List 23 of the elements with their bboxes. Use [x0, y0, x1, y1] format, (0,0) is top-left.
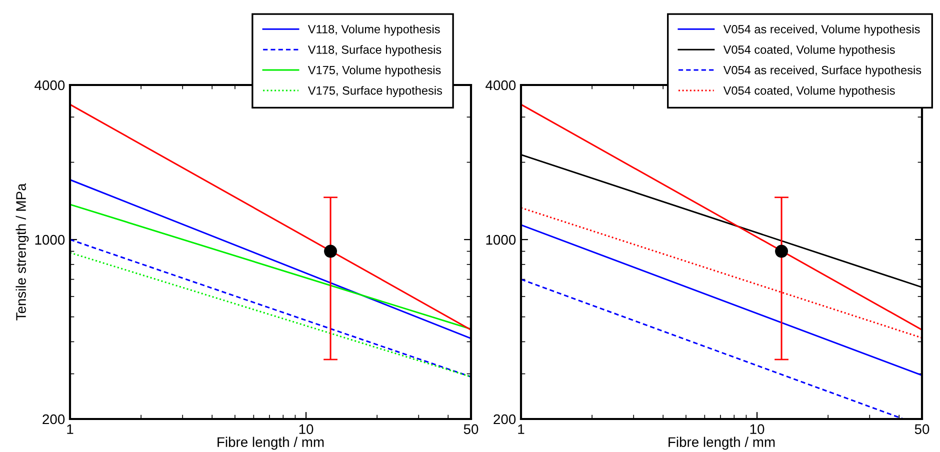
legend-label: V175, Volume hypothesis: [308, 66, 441, 77]
y-tick-label: 4000: [486, 80, 516, 90]
x-tick-label: 10: [299, 424, 314, 434]
legend-label: V054 as received, Surface hypothesis: [723, 66, 922, 77]
legend-label: V054 as received, Volume hypothesis: [723, 24, 920, 36]
y-tick-label: 200: [42, 414, 65, 424]
x-axis-title: Fibre length / mm: [218, 436, 324, 450]
y-tick-label: 200: [494, 414, 516, 424]
legend-label: V054 coated, Volume hypothesis: [723, 86, 895, 98]
x-tick-label: 1: [518, 424, 524, 434]
y-tick-label: 1000: [35, 234, 65, 245]
x-axis-title: Fibre length / mm: [668, 436, 775, 450]
y-axis-title: Tensile strength / MPa: [16, 183, 29, 320]
x-tick-label: 50: [914, 424, 930, 434]
legend-label: V175, Surface hypothesis: [308, 86, 442, 98]
legend-label: V054 coated, Volume hypothesis: [723, 45, 895, 56]
y-tick-label: 1000: [486, 234, 516, 245]
y-tick-label: 4000: [34, 80, 65, 90]
legend-label: V118, Volume hypothesis: [308, 24, 440, 36]
x-tick-label: 1: [67, 424, 74, 434]
x-tick-label: 50: [464, 424, 478, 434]
x-tick-label: 10: [750, 424, 764, 434]
legend-label: V118, Surface hypothesis: [308, 45, 442, 56]
